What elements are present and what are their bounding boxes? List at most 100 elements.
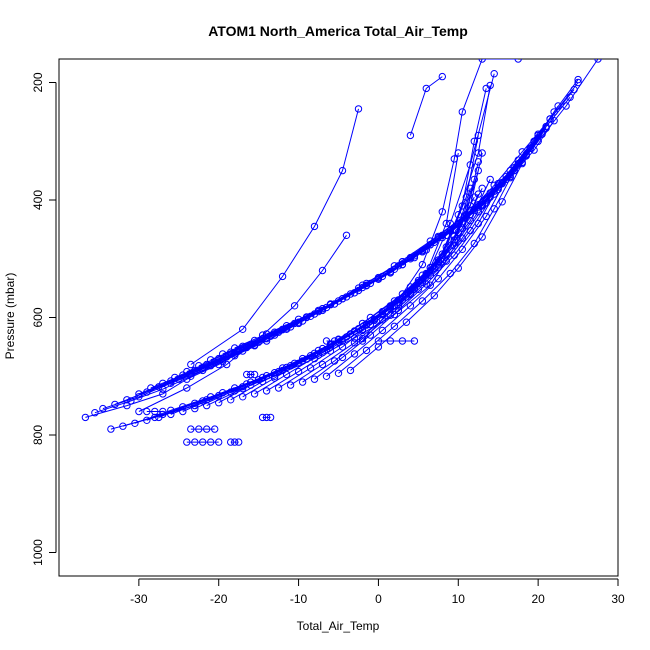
data-point	[262, 413, 271, 422]
data-point	[478, 59, 486, 63]
data-point	[546, 115, 554, 123]
series-42	[258, 413, 275, 422]
data-point	[542, 124, 550, 133]
series-41	[183, 438, 223, 446]
data-point	[195, 362, 203, 370]
data-point	[338, 295, 347, 303]
x-axis: -30 -20 -10 0 10 20 30	[130, 578, 625, 606]
data-point	[171, 373, 179, 382]
data-point	[250, 390, 259, 398]
data-point	[290, 302, 299, 310]
data-point	[334, 369, 343, 377]
data-point	[374, 337, 383, 345]
data-point	[450, 155, 458, 163]
data-point	[530, 137, 538, 146]
data-point	[187, 425, 195, 433]
data-point	[306, 364, 315, 372]
data-point	[266, 413, 275, 422]
data-point	[330, 337, 339, 345]
data-point	[378, 326, 387, 335]
data-point	[366, 320, 375, 329]
data-point	[227, 388, 235, 396]
data-point	[143, 407, 151, 416]
data-point	[99, 404, 107, 413]
data-point	[442, 257, 450, 265]
data-point	[239, 325, 247, 333]
data-point	[422, 280, 430, 288]
series-38	[406, 72, 446, 140]
series-line	[190, 108, 359, 365]
data-point	[550, 117, 558, 125]
data-point	[450, 242, 458, 250]
data-point	[191, 438, 199, 446]
data-point	[434, 233, 442, 242]
data-point	[338, 337, 347, 345]
x-tick-label: 20	[531, 592, 545, 606]
series-line	[254, 188, 483, 395]
data-point	[386, 268, 395, 276]
data-point	[426, 271, 434, 279]
data-point	[406, 290, 415, 299]
data-point	[486, 189, 494, 197]
data-point	[239, 393, 247, 401]
data-point	[386, 337, 395, 345]
data-point	[442, 219, 450, 228]
data-point	[294, 315, 303, 323]
data-point	[426, 263, 434, 272]
data-point	[322, 337, 331, 345]
data-point	[426, 281, 434, 289]
data-point	[358, 283, 367, 292]
data-point	[518, 159, 526, 168]
data-point	[286, 381, 295, 389]
plot-area-frame	[58, 58, 619, 577]
data-point	[231, 438, 239, 446]
data-point	[422, 270, 430, 278]
data-point	[442, 249, 450, 257]
data-point	[119, 422, 127, 430]
data-point	[191, 404, 199, 413]
data-point	[81, 413, 90, 422]
data-point	[207, 356, 215, 364]
data-point	[450, 232, 458, 241]
data-point	[390, 322, 399, 330]
data-point	[227, 396, 235, 404]
data-point	[438, 72, 446, 81]
series-36	[135, 231, 351, 416]
series-40	[187, 425, 219, 433]
data-point	[135, 390, 143, 398]
data-point	[282, 370, 291, 379]
data-point	[247, 370, 255, 379]
data-point	[490, 205, 498, 213]
series-line	[278, 211, 479, 389]
x-axis-label: Total_Air_Temp	[297, 619, 380, 633]
data-point	[366, 279, 375, 288]
y-tick-label: 600	[31, 307, 45, 327]
series-32	[322, 175, 510, 380]
data-point	[250, 370, 259, 379]
data-point	[574, 78, 582, 87]
data-point	[434, 275, 442, 283]
data-point	[534, 137, 542, 146]
data-point	[494, 183, 502, 191]
data-point	[310, 349, 319, 357]
data-point	[454, 264, 462, 272]
series-44	[243, 370, 259, 379]
data-point	[219, 350, 227, 358]
data-point	[482, 84, 490, 93]
y-axis-label: Pressure (mbar)	[3, 273, 17, 360]
data-point	[354, 105, 363, 113]
data-point	[534, 130, 542, 138]
data-point	[183, 367, 191, 376]
data-point	[294, 367, 303, 376]
data-point	[326, 300, 335, 308]
series-line	[326, 179, 507, 377]
series-line	[138, 235, 347, 412]
data-point	[151, 407, 159, 416]
data-point	[478, 233, 486, 241]
series-line	[234, 133, 539, 349]
data-point	[350, 350, 359, 358]
data-point	[374, 343, 383, 351]
data-point	[434, 256, 442, 264]
